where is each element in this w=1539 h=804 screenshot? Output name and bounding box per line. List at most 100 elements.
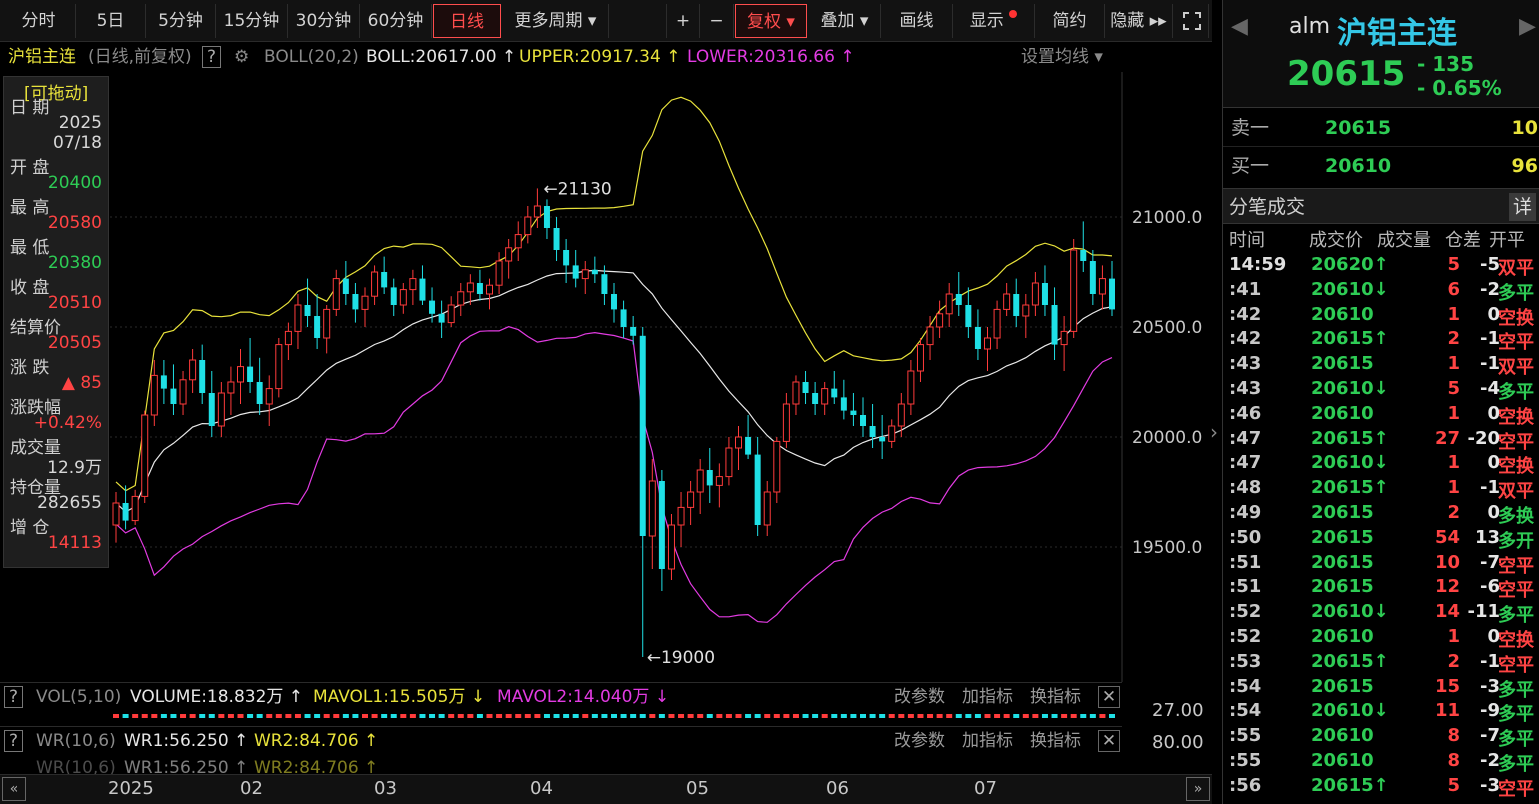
scroll-left-icon[interactable]: « xyxy=(2,777,26,801)
candle-body xyxy=(1098,278,1106,295)
tick-row: :43 20615 1 -1 双平 xyxy=(1223,353,1539,378)
fuquan-button[interactable]: 复权 ▾ xyxy=(735,4,807,38)
boll-label[interactable]: BOLL(20,2) xyxy=(264,47,359,67)
y-tick-label: 20500.0 xyxy=(1132,318,1202,338)
zoom-in-button[interactable]: + xyxy=(666,4,700,38)
tab-5day[interactable]: 5日 xyxy=(76,4,146,38)
volume-bar xyxy=(572,714,579,718)
tick-open-close: 多平 xyxy=(1498,282,1534,304)
candle-body xyxy=(1013,294,1020,316)
zoom-out-button[interactable]: − xyxy=(700,4,734,38)
vol-add-indicator[interactable]: 加指标 xyxy=(962,687,1013,707)
tick-oi-diff: -4 xyxy=(1480,378,1500,399)
col-price: 成交价 xyxy=(1309,230,1363,251)
tick-row: :55 20610 8 -2 多平 xyxy=(1223,750,1539,775)
volume-bar xyxy=(1109,714,1115,718)
hide-button[interactable]: 隐藏 ▸▸ xyxy=(1105,4,1173,38)
volume-bar xyxy=(199,714,206,718)
candle-body xyxy=(745,437,752,455)
candle-body xyxy=(658,481,665,569)
candle-body xyxy=(850,410,857,415)
info-panel[interactable]: [可拖动] 日 期 2025 07/18 开 盘 20400 最 高 20580 最 低 203… xyxy=(3,76,109,568)
tab-30min[interactable]: 30分钟 xyxy=(288,4,360,38)
volume-bar xyxy=(400,714,407,718)
volume-bar xyxy=(706,714,713,718)
tab-more-periods[interactable]: 更多周期 ▾ xyxy=(503,4,609,38)
tab-fenshi[interactable]: 分时 xyxy=(2,4,76,38)
volume-bar xyxy=(342,714,349,718)
gear-icon[interactable]: ⚙ xyxy=(234,47,250,67)
y-tick-label: 20000.0 xyxy=(1132,428,1202,448)
tick-row: :49 20615 2 0 多换 xyxy=(1223,502,1539,527)
display-button[interactable]: 显示 xyxy=(953,4,1035,38)
tick-volume: 1 xyxy=(1447,477,1460,499)
candle-body xyxy=(122,503,129,521)
fullscreen-icon[interactable] xyxy=(1175,4,1209,38)
tick-row: :46 20610 1 0 空换 xyxy=(1223,403,1539,428)
wr-close-icon[interactable]: ✕ xyxy=(1098,730,1120,752)
tick-price: 20610↓ xyxy=(1311,700,1389,722)
volume-bar xyxy=(630,714,637,718)
simple-button[interactable]: 简约 xyxy=(1035,4,1105,38)
overlay-button[interactable]: 叠加 ▾ xyxy=(809,4,881,38)
vol-help-icon[interactable]: ? xyxy=(4,686,24,708)
low-annotation: ←19000 xyxy=(647,648,715,668)
tick-price: 20615 xyxy=(1311,526,1374,548)
price-change-pct: - 0.65% xyxy=(1417,76,1502,100)
vol-label[interactable]: VOL(5,10) xyxy=(36,687,122,707)
ticks-title: 分笔成交 xyxy=(1229,196,1306,218)
tick-time: :43 xyxy=(1229,353,1262,375)
tick-time: :52 xyxy=(1229,601,1262,623)
draggable-label[interactable]: [可拖动] xyxy=(24,84,89,104)
wr-panel-ghost: WR(10,6) WR1:56.250 ↑ WR2:84.706 ↑ xyxy=(0,754,1122,774)
boll-lines xyxy=(115,96,1113,623)
volume-bar xyxy=(649,714,656,718)
volume-bar xyxy=(362,714,368,718)
draw-line-button[interactable]: 画线 xyxy=(881,4,953,38)
scroll-right-icon[interactable]: » xyxy=(1186,777,1210,801)
vol-close-icon[interactable]: ✕ xyxy=(1098,686,1120,708)
tick-open-close: 双平 xyxy=(1498,357,1534,379)
tick-open-close: 多平 xyxy=(1498,605,1534,627)
tick-volume: 1 xyxy=(1447,303,1460,325)
tab-60min[interactable]: 60分钟 xyxy=(360,4,432,38)
candle-body xyxy=(390,287,397,305)
wr-switch-indicator[interactable]: 换指标 xyxy=(1030,731,1081,751)
candle-body xyxy=(1080,250,1087,261)
tick-oi-diff: 0 xyxy=(1487,626,1500,647)
wr-help-icon[interactable]: ? xyxy=(4,730,24,752)
collapse-arrow-icon[interactable]: › xyxy=(1210,420,1218,444)
candle-body xyxy=(965,305,972,327)
prev-contract-icon[interactable]: ◀ xyxy=(1231,14,1248,39)
tab-5min[interactable]: 5分钟 xyxy=(146,4,216,38)
vol-switch-indicator[interactable]: 换指标 xyxy=(1030,687,1081,707)
tab-15min[interactable]: 15分钟 xyxy=(216,4,288,38)
tick-time: :47 xyxy=(1229,452,1262,474)
wr-label[interactable]: WR(10,6) xyxy=(36,731,116,751)
tick-oi-diff: -2 xyxy=(1480,278,1500,300)
candle-body xyxy=(486,284,493,295)
tick-row: :54 20610↓ 11 -9 多平 xyxy=(1223,700,1539,725)
candlestick-chart[interactable]: 19500.0 20000.0 20500.0 21000.0 ←21130 ←1900… xyxy=(0,72,1212,682)
wr-edit-params[interactable]: 改参数 xyxy=(894,731,945,751)
candle-body xyxy=(792,381,800,405)
volume-bar xyxy=(256,714,263,718)
candle-body xyxy=(361,295,369,310)
tick-volume: 54 xyxy=(1434,526,1460,548)
volume-bar xyxy=(237,714,244,718)
next-contract-icon[interactable]: ▶ xyxy=(1519,14,1536,39)
wr-add-indicator[interactable]: 加指标 xyxy=(962,731,1013,751)
help-icon[interactable]: ? xyxy=(202,46,222,68)
wr-ghost-label: WR(10,6) xyxy=(36,758,116,774)
candle-body xyxy=(533,205,541,218)
tick-time: :55 xyxy=(1229,725,1262,747)
ma-setting-button[interactable]: 设置均线 ▾ xyxy=(1021,47,1103,67)
candle-body xyxy=(438,313,445,323)
volume-bar xyxy=(524,714,531,718)
vol-edit-params[interactable]: 改参数 xyxy=(894,687,945,707)
tick-volume: 27 xyxy=(1434,427,1460,449)
volume-bar xyxy=(113,714,119,718)
tab-daily[interactable]: 日线 xyxy=(433,4,501,38)
grid-layer xyxy=(110,72,1123,682)
ticks-detail-button[interactable]: 详 xyxy=(1508,193,1536,221)
